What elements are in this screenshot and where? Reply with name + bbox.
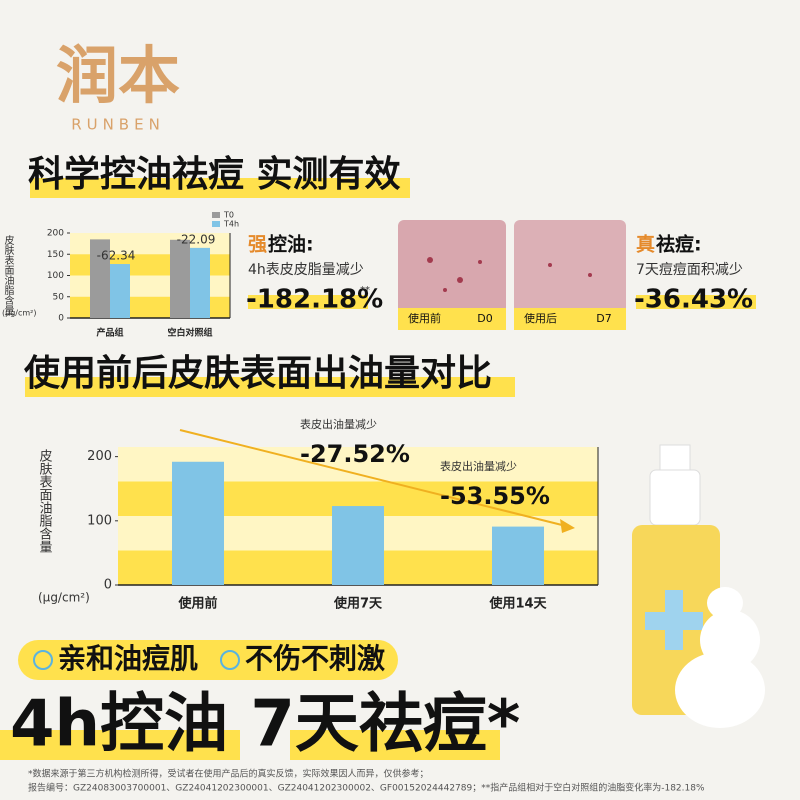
photo-day: D0 [477, 312, 492, 325]
trend-arrow [179, 429, 571, 528]
claim-label: 控油: [268, 233, 314, 256]
claim-mark: ** [360, 285, 370, 296]
product-bottle [632, 444, 765, 728]
tag-icon [220, 650, 240, 670]
highlight [25, 377, 515, 397]
claim-accent: 强 [248, 234, 267, 256]
highlight [0, 730, 240, 760]
annotation-text: 表皮出油量减少 [440, 459, 517, 473]
x-tick-label: 使用14天 [488, 596, 547, 612]
photo-label: 使用前 [408, 311, 441, 325]
bar [90, 239, 110, 318]
highlight [30, 178, 410, 198]
footnote: *数据来源于第三方机构检测所得，受试者在使用产品后的真实反馈，实际效果因人而异，… [28, 768, 429, 780]
footnote: 报告编号：GZ24083003700001、GZ24041202300001、G… [28, 782, 705, 794]
claim-value: -36.43% [634, 285, 753, 315]
claim-value: -182.18% [246, 285, 383, 315]
x-tick-label: 使用前 [177, 596, 217, 612]
photo-label: 使用后 [524, 312, 557, 325]
highlight [636, 295, 756, 309]
bar [332, 506, 384, 585]
annotation-text: 表皮出油量减少 [300, 417, 377, 431]
y-tick-label: 0 [58, 314, 64, 324]
bar [110, 264, 130, 318]
claim-desc: 4h表皮皮脂量减少 [248, 262, 364, 278]
annotation: -22.09 [177, 232, 216, 246]
annotation: -62.34 [97, 249, 136, 263]
y-tick-label: 100 [47, 271, 64, 281]
y-tick-label: 50 [53, 292, 65, 302]
x-tick-label: 空白对照组 [167, 327, 212, 339]
annotation-value: -53.55% [440, 482, 550, 510]
annotation-value: -27.52% [300, 440, 410, 468]
tag: 亲和油痘肌 [58, 642, 198, 675]
x-tick-label: 使用7天 [333, 596, 383, 612]
y-tick-label: 150 [47, 250, 64, 260]
claim-accent: 真 [636, 233, 655, 256]
trend-arrowhead [560, 519, 575, 533]
y-axis-title: 皮肤表面油脂含量 [37, 449, 53, 553]
highlight [290, 730, 500, 760]
y-tick-label: 100 [87, 513, 112, 528]
y-axis-title: 皮肤表面油脂含量 [2, 234, 14, 315]
brand-name: 润本 [56, 39, 180, 112]
section-title: 使用前后皮肤表面出油量对比 [24, 353, 492, 394]
bar [190, 247, 210, 318]
brand-latin: RUNBEN [71, 116, 165, 134]
photo [398, 220, 506, 330]
photo-day: D7 [596, 312, 611, 325]
bar [170, 239, 190, 318]
bar [172, 461, 224, 585]
legend-label: T0 [223, 211, 234, 220]
headline: 4h控油 7天祛痘* [10, 688, 520, 762]
claim-desc: 7天痘痘面积减少 [636, 262, 743, 278]
legend-swatch [212, 221, 220, 227]
x-tick-label: 产品组 [96, 327, 123, 339]
highlight [248, 295, 368, 309]
y-axis-unit: (μg/cm²) [38, 591, 90, 605]
bar [492, 526, 544, 585]
tag-icon [33, 650, 53, 670]
y-tick-label: 200 [87, 449, 112, 464]
y-tick-label: 200 [47, 229, 64, 239]
tag-bg [18, 640, 398, 680]
legend-swatch [212, 212, 220, 218]
legend-label: T4h [223, 220, 239, 229]
tag: 不伤不刺激 [245, 642, 385, 675]
claim-label: 祛痘: [656, 233, 702, 256]
photo [514, 220, 626, 330]
section-title: 科学控油祛痘 实测有效 [28, 153, 401, 195]
y-axis-unit: (μg/cm²) [2, 309, 37, 318]
y-tick-label: 0 [104, 578, 112, 593]
